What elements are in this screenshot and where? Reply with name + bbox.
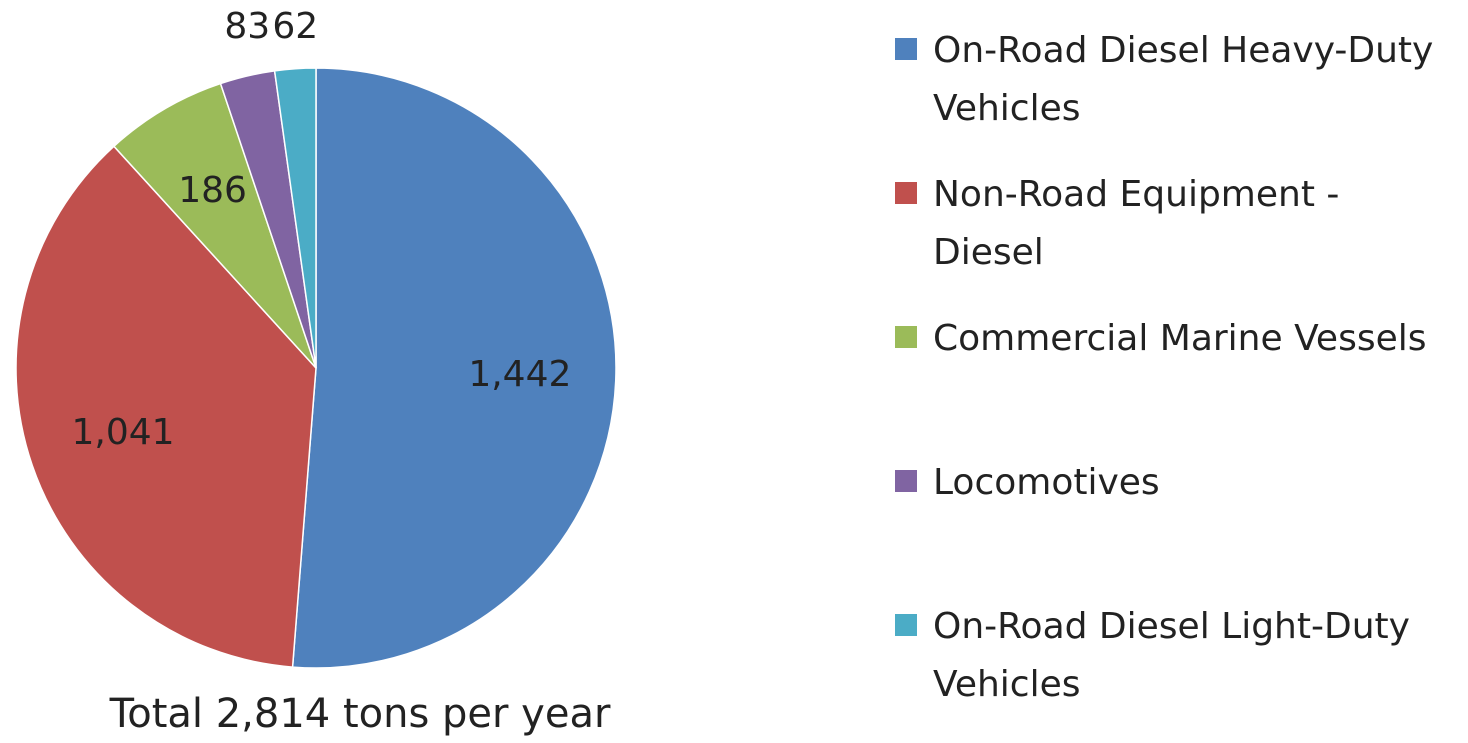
pie-slice xyxy=(273,67,317,369)
pie-slice xyxy=(291,67,617,669)
legend-label: On-Road Diesel Light-Duty Vehicles xyxy=(933,606,1410,705)
legend-label: Locomotives xyxy=(933,462,1160,503)
chart-title: Total 2,814 tons per year xyxy=(109,691,611,737)
legend-label: On-Road Diesel Heavy-Duty Vehicles xyxy=(933,30,1434,129)
data-label: 186 xyxy=(178,170,247,211)
legend-swatch xyxy=(895,470,917,492)
legend-label: Non-Road Equipment - Diesel xyxy=(933,174,1340,273)
legend-swatch xyxy=(895,326,917,348)
legend-swatch xyxy=(895,182,917,204)
pie-slice xyxy=(15,145,317,668)
legend-swatch xyxy=(895,38,917,60)
chart: Total 2,814 tons per year 1,442 1,041 186 8… xyxy=(15,6,617,737)
legend-item: Non-Road Equipment - Diesel xyxy=(895,166,1455,282)
data-label: 1,442 xyxy=(468,354,571,395)
legend-item: On-Road Diesel Light-Duty Vehicles xyxy=(895,598,1455,714)
legend-item: Locomotives xyxy=(895,454,1455,512)
legend-item: On-Road Diesel Heavy-Duty Vehicles xyxy=(895,22,1455,138)
legend-swatch xyxy=(895,614,917,636)
data-label: 1,041 xyxy=(72,412,175,453)
pie-slice xyxy=(112,82,317,369)
legend-item: Commercial Marine Vessels xyxy=(895,310,1455,368)
data-label: 62 xyxy=(272,6,318,47)
data-label: 83 xyxy=(224,6,270,47)
legend-label: Commercial Marine Vessels xyxy=(933,318,1427,359)
